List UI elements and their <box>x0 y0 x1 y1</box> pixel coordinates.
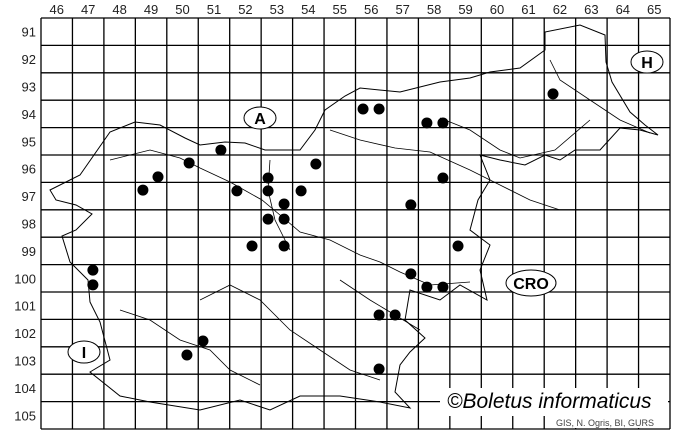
column-label: 47 <box>81 2 95 17</box>
column-label: 48 <box>112 2 126 17</box>
record-dot <box>262 185 274 197</box>
column-label: 51 <box>207 2 221 17</box>
column-label: 60 <box>490 2 504 17</box>
record-dot <box>87 279 99 291</box>
record-dot <box>437 172 449 184</box>
country-label-hungary: H <box>630 50 664 74</box>
record-dot <box>262 213 274 225</box>
country-label-text: A <box>254 111 266 128</box>
column-label: 49 <box>144 2 158 17</box>
record-dot <box>437 117 449 129</box>
column-label: 57 <box>395 2 409 17</box>
column-label: 56 <box>364 2 378 17</box>
row-label: 101 <box>14 299 36 314</box>
record-dot <box>437 281 449 293</box>
record-dot <box>452 240 464 252</box>
record-dot <box>137 184 149 196</box>
record-dot <box>183 157 195 169</box>
country-label-croatia: CRO <box>505 269 557 297</box>
country-label-text: I <box>82 345 86 362</box>
column-label: 65 <box>647 2 661 17</box>
column-label: 61 <box>521 2 535 17</box>
record-dot <box>357 103 369 115</box>
row-label: 105 <box>14 408 36 423</box>
row-label: 99 <box>22 244 36 259</box>
column-label: 64 <box>616 2 630 17</box>
grid-labels: 46 47 48 49 50 51 52 53 54 55 56 57 58 59 60 61 62 63 64 65… <box>14 2 661 423</box>
record-dot <box>421 281 433 293</box>
record-markers <box>87 88 559 375</box>
record-dot <box>295 185 307 197</box>
column-label: 46 <box>49 2 63 17</box>
source-credit: GIS, N. Ogris, BI, GURS <box>556 418 654 428</box>
row-label: 97 <box>22 189 36 204</box>
country-label-austria: A <box>243 106 277 130</box>
row-label: 96 <box>22 162 36 177</box>
column-label: 50 <box>175 2 189 17</box>
column-label: 54 <box>301 2 315 17</box>
record-dot <box>181 349 193 361</box>
country-label-text: H <box>641 55 653 72</box>
record-dot <box>405 199 417 211</box>
row-label: 104 <box>14 381 36 396</box>
record-dot <box>262 172 274 184</box>
record-dot <box>373 103 385 115</box>
country-label-italy: I <box>67 340 101 364</box>
record-dot <box>389 309 401 321</box>
record-dot <box>547 88 559 100</box>
column-label: 55 <box>333 2 347 17</box>
row-label: 103 <box>14 354 36 369</box>
record-dot <box>278 240 290 252</box>
record-dot <box>246 240 258 252</box>
record-dot <box>405 268 417 280</box>
record-dot <box>278 213 290 225</box>
record-dot <box>87 264 99 276</box>
column-label: 63 <box>584 2 598 17</box>
copyright-text: ©Boletus informaticus <box>447 390 652 413</box>
grid <box>40 17 671 430</box>
record-dot <box>278 198 290 210</box>
record-dot <box>152 171 164 183</box>
record-dot <box>215 144 227 156</box>
row-label: 91 <box>22 25 36 40</box>
record-dot <box>373 309 385 321</box>
record-dot <box>231 185 243 197</box>
column-label: 58 <box>427 2 441 17</box>
row-label: 98 <box>22 217 36 232</box>
country-label-text: CRO <box>513 276 549 293</box>
record-dot <box>373 363 385 375</box>
record-dot <box>310 158 322 170</box>
country-border <box>49 24 659 411</box>
column-label: 62 <box>553 2 567 17</box>
row-label: 95 <box>22 134 36 149</box>
column-label: 53 <box>270 2 284 17</box>
row-label: 93 <box>22 80 36 95</box>
record-dot <box>197 335 209 347</box>
column-label: 52 <box>238 2 252 17</box>
record-dot <box>421 117 433 129</box>
column-label: 59 <box>458 2 472 17</box>
row-label: 102 <box>14 326 36 341</box>
row-label: 100 <box>14 271 36 286</box>
row-label: 94 <box>22 107 36 122</box>
rivers <box>109 59 651 386</box>
row-label: 92 <box>22 52 36 67</box>
